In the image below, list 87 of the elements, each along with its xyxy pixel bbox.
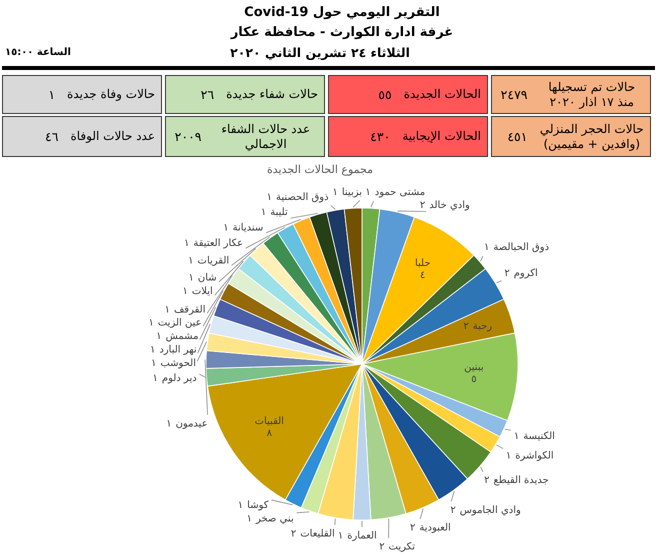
data-label: ٢ xyxy=(290,528,296,540)
data-label: ٢ xyxy=(463,320,469,332)
slice-label: العمارة xyxy=(347,530,377,542)
data-label: ١ xyxy=(260,207,266,218)
slice-label: العبودية xyxy=(419,522,451,534)
text: ٤٣٠ xyxy=(370,129,390,144)
slice-label: كوشا xyxy=(247,500,269,511)
text: ٢٠٠٩ xyxy=(174,129,202,144)
slice-label: بزبينا xyxy=(342,186,362,198)
data-label: ١ xyxy=(365,186,371,198)
data-label: ١ xyxy=(188,256,194,267)
slice-label: ذوق الحصنية xyxy=(276,192,329,203)
data-label: ١ xyxy=(266,192,272,203)
text: الساعة ١٥:٠٠ xyxy=(5,46,71,60)
data-label: ١ xyxy=(514,431,520,442)
data-label: ١ xyxy=(164,304,170,316)
slice-label: مشمش xyxy=(166,330,198,342)
data-label: ١ xyxy=(152,373,158,384)
data-label: ١ xyxy=(148,317,154,328)
data-label: ٥ xyxy=(471,374,477,386)
slice-label: الكواشرة xyxy=(515,450,554,462)
text: ٢٦ xyxy=(200,87,214,102)
data-label: ١ xyxy=(166,418,172,430)
category-label: الحالات الإيجابية xyxy=(402,129,481,144)
slice-label: حلبا xyxy=(414,258,431,270)
slice-label: وادي الجاموس xyxy=(460,504,521,516)
slice-label: وادي خالد xyxy=(429,200,470,212)
slice-label: عيدمون xyxy=(176,418,208,430)
slice-label: رحبة xyxy=(472,320,492,332)
category-label: الحالات الجديدة xyxy=(404,87,481,102)
slice-label: بني صخر xyxy=(254,514,294,525)
slice-label: ايلات xyxy=(192,286,213,298)
data-label: ١ xyxy=(338,530,344,542)
slice-label: القريات xyxy=(198,256,230,267)
slice-label: ذوق الحبالصة xyxy=(493,242,550,253)
data-label: ١ xyxy=(246,514,252,525)
data-label: ١ xyxy=(223,222,229,234)
category-label: عدد حالات الوفاة xyxy=(70,129,155,144)
data-label: ١ xyxy=(150,344,156,356)
data-label: ٢ xyxy=(379,542,385,553)
data-label: ١ xyxy=(506,450,512,462)
slice-label: القرقف xyxy=(174,304,206,316)
data-label: ١ xyxy=(332,186,338,198)
slice-label: الكنيسة xyxy=(523,431,555,442)
slice-label: جديدة القيطع xyxy=(493,475,549,486)
data-label: ٢ xyxy=(450,504,456,516)
data-label: ٢ xyxy=(410,522,416,534)
slice-label: تكريت xyxy=(388,542,416,553)
slice-label: سنديانة xyxy=(232,222,264,234)
slice-label: شان xyxy=(198,272,217,284)
slice-label: القبيات xyxy=(254,416,284,427)
category-label: حالات وفاة جديدة xyxy=(67,87,155,102)
data-label: ١ xyxy=(156,330,162,342)
slice-label: دير دلوم xyxy=(162,373,197,384)
data-label: ٤ xyxy=(420,270,426,282)
data-label: ١ xyxy=(188,272,194,284)
category-label: حالات شفاء جديدة xyxy=(226,87,318,102)
text: ٢٤٧٩ xyxy=(500,87,528,102)
data-label: ٨ xyxy=(266,428,273,439)
data-label: ١ xyxy=(182,286,188,298)
data-label: ١ xyxy=(484,242,490,253)
text: الثلاثاء ٢٤ تشرين الثاني ٢٠٢٠ xyxy=(229,44,411,61)
category-label: حالات تم تسجيلها منذ ١٧ اذار ٢٠٢٠ xyxy=(547,80,636,110)
data-label: ٢ xyxy=(504,268,510,280)
slice-label: مشتى حمود xyxy=(374,186,426,198)
data-label: ٢ xyxy=(484,475,490,486)
slice-label: القليعات xyxy=(300,528,335,540)
slice-label: عكار العتيقة xyxy=(193,238,244,250)
slice-label: الحوشب xyxy=(160,358,196,369)
data-label: ١ xyxy=(238,500,244,511)
text: ٤٥١ xyxy=(507,129,528,144)
data-label: ٢ xyxy=(420,200,426,212)
category-label: حالات الحجر المنزلي (وافدين + مقيمين) xyxy=(540,122,644,152)
text: ٥٥ xyxy=(378,87,392,102)
category-label: عدد حالات الشفاء الاجمالي xyxy=(220,122,312,152)
slice-label: اكروم xyxy=(514,268,538,280)
data-label: ١ xyxy=(184,238,190,250)
data-label: ١ xyxy=(150,358,156,369)
text: التقرير اليومي حول Covid-19 xyxy=(243,4,441,22)
slice-label: ببنين xyxy=(464,362,484,374)
slice-label: نهر البارد xyxy=(159,344,197,356)
text: ١ xyxy=(48,87,56,102)
text: ٤٦ xyxy=(45,129,58,144)
slice-label: تليبة xyxy=(270,207,288,218)
text: غرفة ادارة الكوارث - محافظة عكار xyxy=(229,24,454,42)
slice-label: عين الزيت xyxy=(158,317,202,328)
chart-title: مجموع الحالات الجديدة xyxy=(266,163,374,177)
